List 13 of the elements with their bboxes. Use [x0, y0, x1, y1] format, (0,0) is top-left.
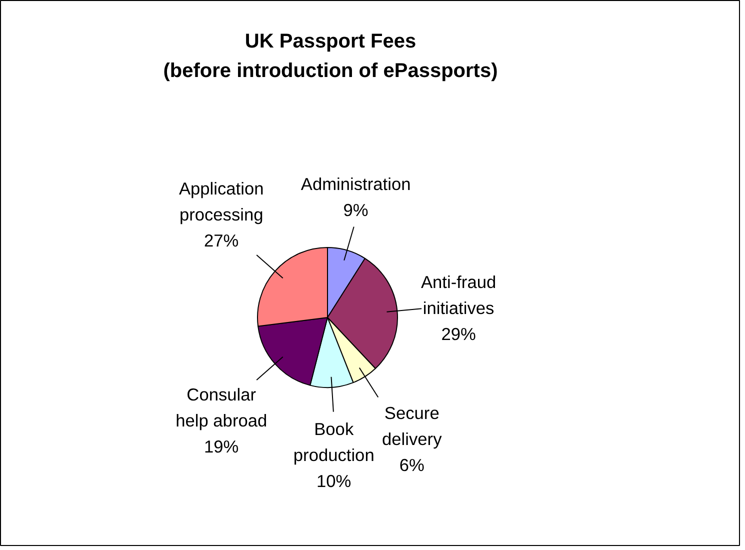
data-label: 10%	[316, 470, 352, 491]
slice-label: Book production	[293, 418, 374, 465]
slice-label: Anti-fraud initiatives	[420, 272, 496, 318]
data-label: 19%	[204, 436, 239, 457]
chart-title: UK Passport Fees (before introduction of ePassports)	[163, 30, 498, 82]
data-label: 29%	[441, 324, 476, 344]
slice-label: Application processing	[178, 178, 264, 224]
data-label: 6%	[399, 455, 424, 476]
data-label: 27%	[204, 230, 239, 250]
slice-label: Secure delivery	[382, 403, 442, 450]
slice-label: Administration	[300, 174, 411, 194]
data-label: 9%	[343, 200, 368, 220]
slice-label: Consular help abroad	[176, 384, 268, 431]
